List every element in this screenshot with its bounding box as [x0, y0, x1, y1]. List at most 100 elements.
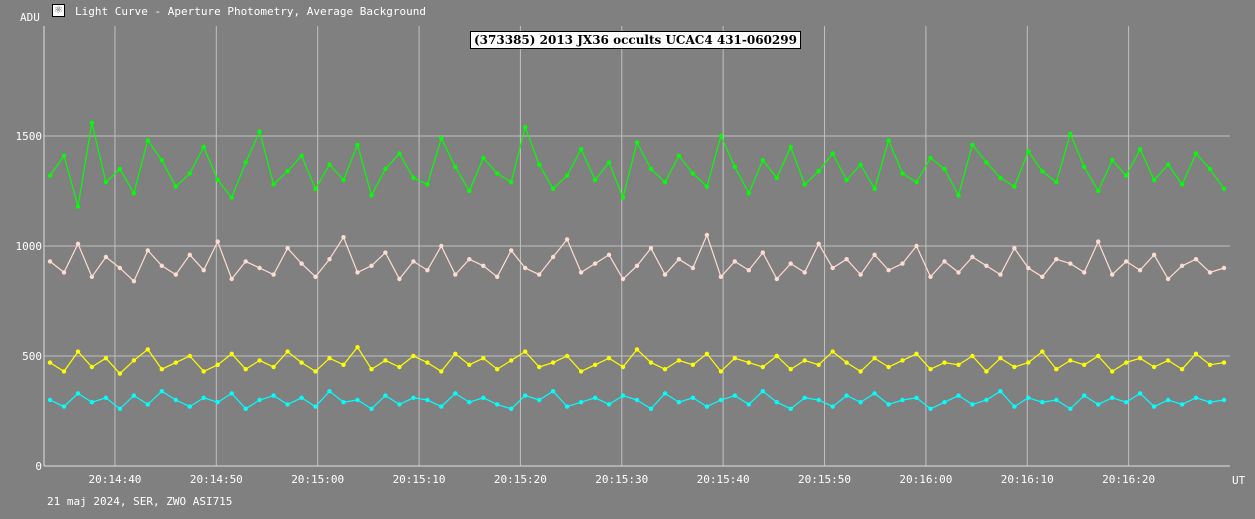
data-point [774, 400, 779, 405]
data-point [872, 252, 877, 257]
data-point [830, 265, 835, 271]
data-point [327, 162, 332, 167]
data-point [509, 406, 514, 411]
data-point [89, 364, 95, 370]
data-point [1165, 358, 1171, 363]
data-point [243, 160, 248, 165]
data-point [1040, 274, 1045, 279]
data-point [844, 257, 849, 262]
data-point [704, 351, 710, 356]
data-point [970, 142, 975, 147]
data-point [271, 182, 276, 187]
data-point [467, 362, 472, 367]
data-point [243, 367, 248, 372]
data-point [355, 397, 360, 403]
data-point [830, 349, 835, 354]
data-point [75, 204, 81, 209]
data-point [1026, 149, 1031, 154]
data-point [117, 406, 123, 411]
y-tick-label: 0 [35, 460, 42, 473]
data-point [928, 367, 933, 372]
data-point [648, 166, 654, 172]
data-point [369, 263, 374, 268]
data-point [537, 272, 542, 277]
data-point [634, 347, 640, 352]
data-point [299, 360, 304, 365]
data-point [858, 162, 863, 167]
data-point [355, 345, 360, 350]
data-point [187, 252, 192, 257]
data-point [369, 193, 374, 198]
data-point [942, 360, 947, 365]
data-point [956, 393, 961, 398]
data-point [187, 171, 192, 176]
data-point [900, 171, 905, 176]
data-point [984, 160, 989, 165]
data-point [1012, 364, 1017, 370]
data-point [942, 259, 947, 264]
data-point [956, 362, 961, 367]
data-point [1110, 395, 1115, 400]
y-tick-label: 500 [22, 350, 42, 363]
data-point [75, 391, 81, 396]
data-point [886, 268, 891, 273]
data-point [816, 169, 821, 174]
data-point [1193, 151, 1199, 156]
data-point [830, 151, 835, 156]
data-point [858, 400, 863, 405]
data-point [383, 166, 388, 172]
data-point [1068, 131, 1073, 136]
light-curve-app-icon[interactable]: ⚛ [52, 4, 65, 17]
data-point [718, 274, 724, 279]
data-point [844, 393, 849, 398]
data-point [564, 173, 570, 178]
data-point [1207, 166, 1213, 172]
data-point [634, 140, 640, 145]
data-point [411, 353, 416, 359]
data-point [914, 243, 919, 249]
data-point [89, 120, 95, 126]
data-point [509, 180, 514, 185]
data-point [1151, 177, 1157, 183]
data-point [453, 272, 458, 277]
data-point [425, 268, 430, 273]
data-point [1082, 270, 1087, 275]
data-point [481, 356, 486, 361]
data-point [439, 404, 444, 409]
data-point [732, 259, 737, 264]
data-point [1221, 360, 1227, 365]
data-point [425, 397, 430, 403]
x-tick-label: 20:15:20 [494, 473, 547, 486]
data-point [1082, 362, 1087, 367]
data-point [970, 353, 975, 359]
data-point [215, 362, 220, 367]
data-point [495, 402, 500, 407]
data-point [928, 274, 933, 279]
data-point [523, 125, 528, 130]
data-point [662, 272, 668, 277]
data-point [243, 259, 248, 264]
data-point [467, 257, 472, 262]
data-point [313, 186, 318, 191]
data-point [1054, 257, 1059, 262]
data-point [47, 360, 53, 365]
data-point [229, 276, 234, 282]
x-tick-label: 20:14:40 [88, 473, 141, 486]
x-tick-labels: 20:14:40 20:14:50 20:15:00 20:15:10 20:15:20… [88, 473, 1155, 486]
data-point [900, 261, 905, 266]
data-point [620, 195, 626, 200]
data-point [1026, 360, 1031, 365]
data-point [620, 393, 626, 398]
data-point [858, 272, 863, 277]
data-point [774, 175, 779, 180]
data-point [383, 358, 388, 363]
data-point [271, 272, 276, 277]
chart-title: (373385) 2013 JX36 occults UCAC4 431-060… [470, 31, 801, 49]
data-point [1082, 164, 1087, 169]
data-point [1082, 393, 1087, 398]
data-point [802, 182, 807, 187]
data-point [201, 144, 206, 150]
data-point [606, 402, 612, 407]
series-group [47, 120, 1227, 411]
data-point [341, 400, 346, 405]
